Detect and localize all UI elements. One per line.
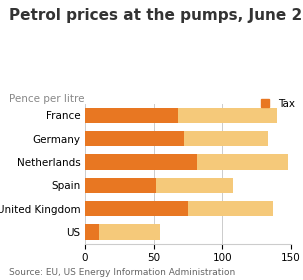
Bar	[85, 224, 98, 239]
Legend: Tax: Tax	[261, 99, 295, 109]
Bar	[85, 201, 273, 216]
Bar	[85, 224, 160, 239]
Bar	[85, 154, 288, 169]
Bar	[85, 178, 156, 193]
Bar	[85, 108, 277, 123]
Bar	[85, 201, 188, 216]
Text: Pence per litre: Pence per litre	[9, 94, 85, 104]
Bar	[85, 131, 184, 146]
Bar	[85, 108, 178, 123]
Bar	[85, 131, 268, 146]
Text: Petrol prices at the pumps, June 2012: Petrol prices at the pumps, June 2012	[9, 8, 303, 24]
Bar	[85, 154, 198, 169]
Bar	[85, 178, 233, 193]
Text: Source: EU, US Energy Information Administration: Source: EU, US Energy Information Admini…	[9, 268, 235, 277]
